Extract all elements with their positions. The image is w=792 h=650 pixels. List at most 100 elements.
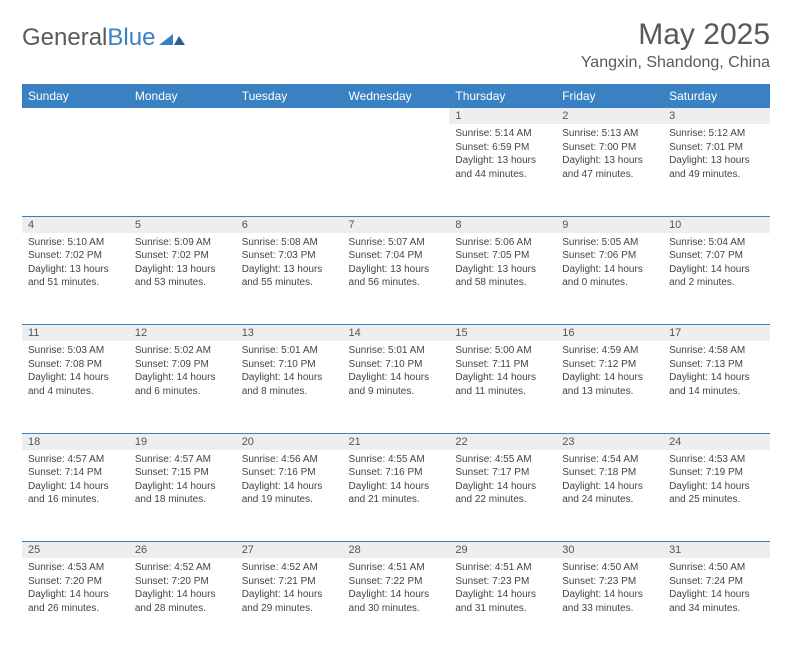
day-number: 4 — [22, 216, 129, 233]
sunset-text: Sunset: 7:04 PM — [349, 249, 444, 263]
sunset-text: Sunset: 7:19 PM — [669, 466, 764, 480]
header: GeneralBlue May 2025 Yangxin, Shandong, … — [22, 18, 770, 72]
daylight-text: Daylight: 14 hours and 18 minutes. — [135, 480, 230, 507]
daynum-row: 123 — [22, 108, 770, 125]
day-details: Sunrise: 5:05 AMSunset: 7:06 PMDaylight:… — [556, 233, 663, 325]
sunrise-text: Sunrise: 5:07 AM — [349, 236, 444, 250]
day-number: 8 — [449, 216, 556, 233]
daybody-row: Sunrise: 4:57 AMSunset: 7:14 PMDaylight:… — [22, 450, 770, 542]
daylight-text: Daylight: 13 hours and 49 minutes. — [669, 154, 764, 181]
sunset-text: Sunset: 7:20 PM — [28, 575, 123, 589]
empty-cell — [129, 124, 236, 216]
sunset-text: Sunset: 7:00 PM — [562, 141, 657, 155]
day-details: Sunrise: 5:07 AMSunset: 7:04 PMDaylight:… — [343, 233, 450, 325]
sunset-text: Sunset: 7:17 PM — [455, 466, 550, 480]
sunset-text: Sunset: 7:23 PM — [455, 575, 550, 589]
daylight-text: Daylight: 14 hours and 6 minutes. — [135, 371, 230, 398]
sunrise-text: Sunrise: 5:09 AM — [135, 236, 230, 250]
daylight-text: Daylight: 14 hours and 21 minutes. — [349, 480, 444, 507]
day-number: 19 — [129, 433, 236, 450]
daylight-text: Daylight: 13 hours and 56 minutes. — [349, 263, 444, 290]
sunrise-text: Sunrise: 5:13 AM — [562, 127, 657, 141]
sunrise-text: Sunrise: 5:14 AM — [455, 127, 550, 141]
calendar-table: SundayMondayTuesdayWednesdayThursdayFrid… — [22, 85, 770, 650]
sunrise-text: Sunrise: 5:06 AM — [455, 236, 550, 250]
day-number: 31 — [663, 542, 770, 559]
weekday-header: Sunday — [22, 85, 129, 108]
sunset-text: Sunset: 7:23 PM — [562, 575, 657, 589]
day-number: 18 — [22, 433, 129, 450]
day-number: 10 — [663, 216, 770, 233]
location-text: Yangxin, Shandong, China — [581, 54, 770, 72]
empty-cell — [236, 124, 343, 216]
day-details: Sunrise: 4:52 AMSunset: 7:20 PMDaylight:… — [129, 558, 236, 650]
sunrise-text: Sunrise: 4:52 AM — [242, 561, 337, 575]
day-number: 17 — [663, 325, 770, 342]
daynum-row: 25262728293031 — [22, 542, 770, 559]
day-details: Sunrise: 4:51 AMSunset: 7:22 PMDaylight:… — [343, 558, 450, 650]
day-details: Sunrise: 5:13 AMSunset: 7:00 PMDaylight:… — [556, 124, 663, 216]
day-number: 25 — [22, 542, 129, 559]
day-number: 27 — [236, 542, 343, 559]
sunset-text: Sunset: 7:10 PM — [242, 358, 337, 372]
day-details: Sunrise: 4:56 AMSunset: 7:16 PMDaylight:… — [236, 450, 343, 542]
day-details: Sunrise: 4:57 AMSunset: 7:15 PMDaylight:… — [129, 450, 236, 542]
day-number: 15 — [449, 325, 556, 342]
empty-cell — [343, 124, 450, 216]
daylight-text: Daylight: 14 hours and 4 minutes. — [28, 371, 123, 398]
daynum-row: 18192021222324 — [22, 433, 770, 450]
daylight-text: Daylight: 13 hours and 51 minutes. — [28, 263, 123, 290]
daylight-text: Daylight: 14 hours and 2 minutes. — [669, 263, 764, 290]
daylight-text: Daylight: 14 hours and 26 minutes. — [28, 588, 123, 615]
daylight-text: Daylight: 13 hours and 58 minutes. — [455, 263, 550, 290]
sunset-text: Sunset: 7:02 PM — [135, 249, 230, 263]
day-details: Sunrise: 4:50 AMSunset: 7:24 PMDaylight:… — [663, 558, 770, 650]
day-details: Sunrise: 4:59 AMSunset: 7:12 PMDaylight:… — [556, 341, 663, 433]
daylight-text: Daylight: 14 hours and 9 minutes. — [349, 371, 444, 398]
weekday-header: Thursday — [449, 85, 556, 108]
day-details: Sunrise: 4:50 AMSunset: 7:23 PMDaylight:… — [556, 558, 663, 650]
daybody-row: Sunrise: 5:14 AMSunset: 6:59 PMDaylight:… — [22, 124, 770, 216]
day-details: Sunrise: 4:55 AMSunset: 7:16 PMDaylight:… — [343, 450, 450, 542]
sunrise-text: Sunrise: 5:08 AM — [242, 236, 337, 250]
sunset-text: Sunset: 7:01 PM — [669, 141, 764, 155]
daylight-text: Daylight: 13 hours and 44 minutes. — [455, 154, 550, 181]
sunset-text: Sunset: 6:59 PM — [455, 141, 550, 155]
sunrise-text: Sunrise: 4:51 AM — [349, 561, 444, 575]
sunrise-text: Sunrise: 4:52 AM — [135, 561, 230, 575]
sunset-text: Sunset: 7:14 PM — [28, 466, 123, 480]
sunset-text: Sunset: 7:18 PM — [562, 466, 657, 480]
daylight-text: Daylight: 14 hours and 29 minutes. — [242, 588, 337, 615]
weekday-header: Wednesday — [343, 85, 450, 108]
sunset-text: Sunset: 7:03 PM — [242, 249, 337, 263]
day-number: 28 — [343, 542, 450, 559]
daynum-row: 11121314151617 — [22, 325, 770, 342]
page-title: May 2025 — [581, 18, 770, 52]
day-number: 26 — [129, 542, 236, 559]
day-number: 2 — [556, 108, 663, 125]
day-number: 3 — [663, 108, 770, 125]
sunrise-text: Sunrise: 4:50 AM — [669, 561, 764, 575]
day-number: 24 — [663, 433, 770, 450]
daylight-text: Daylight: 14 hours and 11 minutes. — [455, 371, 550, 398]
day-number: 1 — [449, 108, 556, 125]
daylight-text: Daylight: 14 hours and 33 minutes. — [562, 588, 657, 615]
daylight-text: Daylight: 14 hours and 25 minutes. — [669, 480, 764, 507]
day-details: Sunrise: 5:00 AMSunset: 7:11 PMDaylight:… — [449, 341, 556, 433]
day-number: 13 — [236, 325, 343, 342]
daylight-text: Daylight: 14 hours and 34 minutes. — [669, 588, 764, 615]
day-details: Sunrise: 4:55 AMSunset: 7:17 PMDaylight:… — [449, 450, 556, 542]
sunrise-text: Sunrise: 5:02 AM — [135, 344, 230, 358]
daylight-text: Daylight: 14 hours and 22 minutes. — [455, 480, 550, 507]
day-number: 23 — [556, 433, 663, 450]
day-details: Sunrise: 4:51 AMSunset: 7:23 PMDaylight:… — [449, 558, 556, 650]
sunset-text: Sunset: 7:15 PM — [135, 466, 230, 480]
sunrise-text: Sunrise: 5:12 AM — [669, 127, 764, 141]
sunset-text: Sunset: 7:08 PM — [28, 358, 123, 372]
calendar-body: 123Sunrise: 5:14 AMSunset: 6:59 PMDaylig… — [22, 108, 770, 650]
weekday-header-row: SundayMondayTuesdayWednesdayThursdayFrid… — [22, 85, 770, 108]
brand-part2: Blue — [107, 24, 155, 52]
daynum-row: 45678910 — [22, 216, 770, 233]
day-details: Sunrise: 5:03 AMSunset: 7:08 PMDaylight:… — [22, 341, 129, 433]
sunrise-text: Sunrise: 5:03 AM — [28, 344, 123, 358]
